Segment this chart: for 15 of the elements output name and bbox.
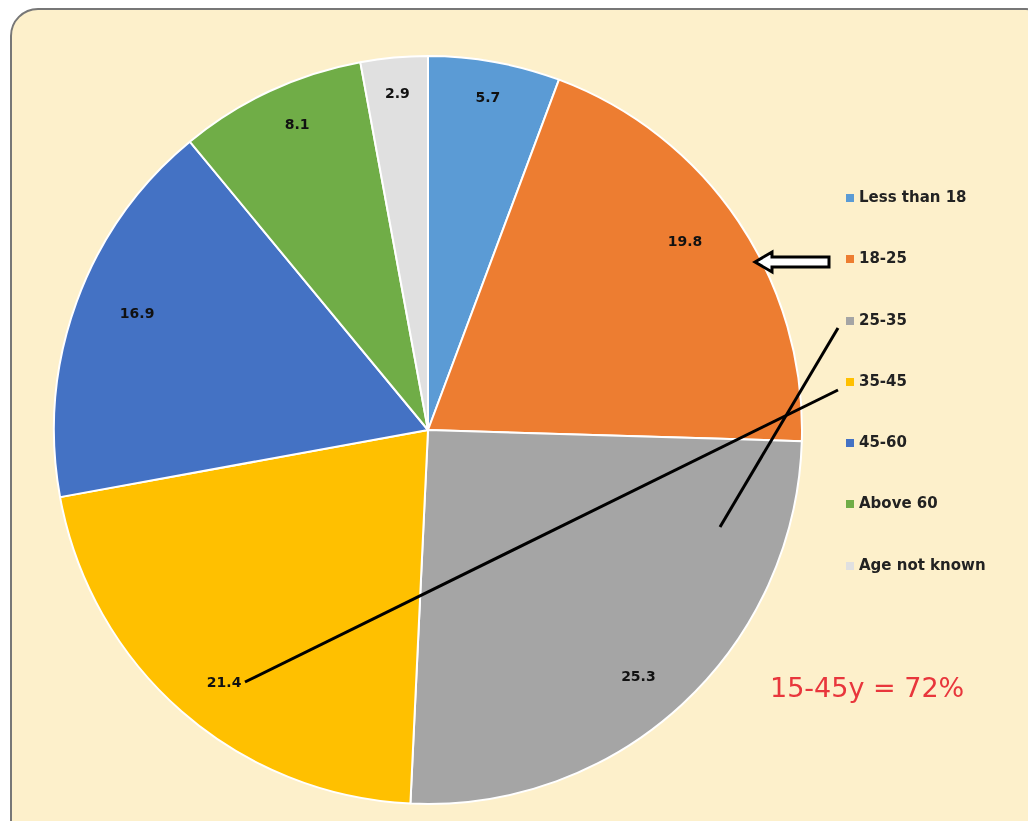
legend-label: 35-45	[859, 371, 907, 390]
legend-label: Above 60	[859, 494, 938, 513]
legend-label: 45-60	[859, 433, 907, 452]
legend-label: Age not known	[859, 555, 986, 574]
legend-label: Less than 18	[859, 188, 967, 206]
data-label: 2.9	[385, 85, 410, 102]
data-label: 21.4	[206, 673, 242, 690]
data-label: 5.7	[475, 89, 501, 106]
data-label: 8.1	[284, 115, 310, 132]
data-label: 19.8	[667, 232, 703, 249]
legend-label: 18-25	[859, 249, 907, 268]
data-label: 25.3	[621, 667, 656, 684]
text: 15-45y = 72%	[770, 672, 965, 703]
data-label: 16.9	[119, 305, 155, 322]
legend-label: 25-35	[859, 310, 907, 329]
